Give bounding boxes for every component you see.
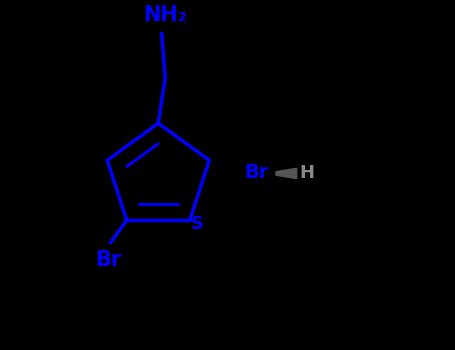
Polygon shape — [276, 168, 297, 178]
Text: Br: Br — [95, 250, 121, 270]
Text: S: S — [191, 216, 204, 233]
Text: H: H — [299, 164, 314, 182]
Text: NH₂: NH₂ — [143, 5, 187, 25]
Text: Br: Br — [245, 163, 269, 182]
